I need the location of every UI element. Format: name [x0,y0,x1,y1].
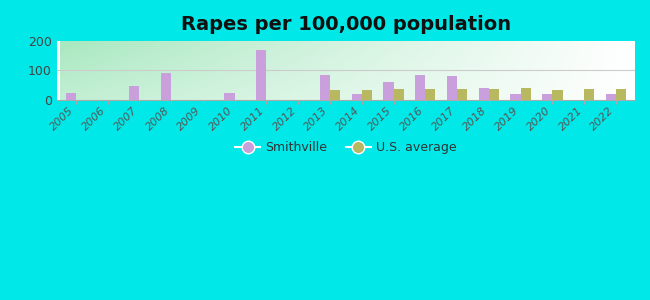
Bar [521,88,531,100]
Bar [384,82,393,100]
Bar [393,89,404,100]
Bar [224,93,235,100]
Bar [66,93,76,100]
Legend: Smithville, U.S. average: Smithville, U.S. average [230,136,462,159]
Bar [161,73,171,100]
Bar [362,90,372,100]
Title: Rapes per 100,000 population: Rapes per 100,000 population [181,15,511,34]
Bar [415,75,425,100]
Bar [256,50,266,100]
Bar [552,90,562,100]
Bar [616,89,626,100]
Bar [425,89,436,100]
Bar [478,88,489,100]
Bar [584,88,594,100]
Bar [457,89,467,100]
Bar [320,75,330,100]
Bar [129,86,139,100]
Bar [606,94,616,100]
Bar [489,89,499,100]
Bar [510,94,521,100]
Bar [330,90,340,100]
Bar [542,94,552,100]
Bar [352,94,362,100]
Bar [447,76,457,100]
